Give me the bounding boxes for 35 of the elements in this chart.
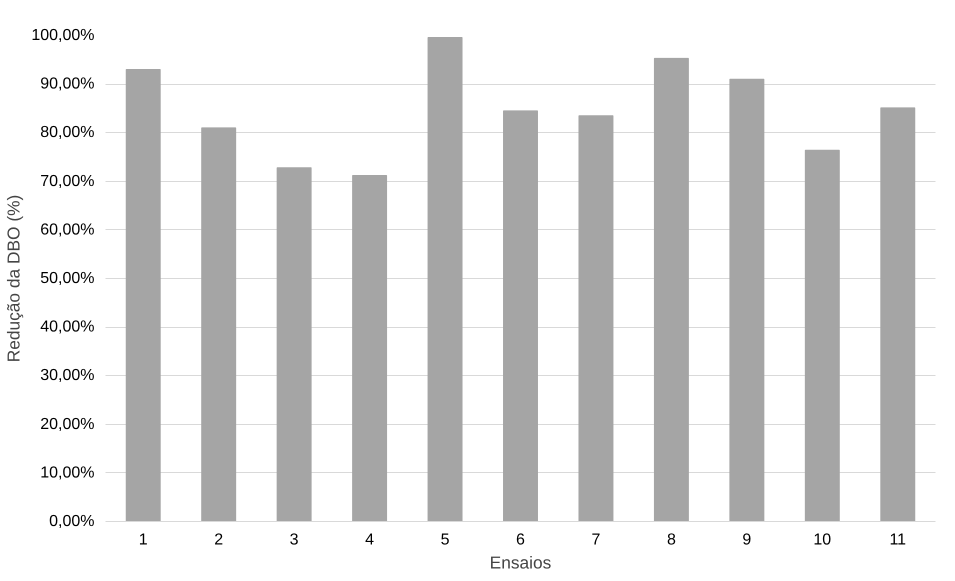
x-tick-label: 8	[666, 532, 676, 548]
bar	[804, 150, 840, 522]
x-tick-label: 7	[592, 532, 601, 548]
x-tick-label: 10	[813, 532, 832, 548]
bar	[126, 69, 161, 522]
bar	[654, 58, 689, 522]
x-tick-label: 2	[214, 532, 224, 548]
y-tick-label: 20,00%	[40, 416, 94, 433]
bar	[352, 174, 388, 522]
y-tick-label: 90,00%	[40, 76, 94, 93]
y-axis-title: Redução da DBO (%)	[3, 194, 24, 362]
x-tick-label: 1	[138, 532, 148, 548]
y-tick-label: 10,00%	[40, 464, 94, 482]
x-tick-label: 5	[440, 532, 450, 548]
bar	[503, 110, 538, 522]
bar	[276, 167, 312, 522]
x-tick-label: 11	[889, 532, 906, 548]
x-axis-title: Ensaios	[490, 552, 552, 572]
y-tick-label: 40,00%	[40, 318, 94, 336]
bar	[729, 78, 764, 522]
y-tick-label: 80,00%	[40, 124, 94, 142]
y-tick-label: 70,00%	[40, 172, 94, 190]
x-tick-label: 3	[290, 532, 299, 548]
bar	[880, 107, 916, 522]
bar	[428, 36, 463, 522]
y-tick-label: 50,00%	[40, 270, 94, 287]
x-tick-label: 6	[516, 532, 526, 548]
y-tick-label: 0,00%	[49, 513, 95, 530]
bar	[201, 127, 236, 522]
y-tick-label: 100,00%	[31, 27, 95, 44]
y-tick-label: 60,00%	[40, 221, 94, 238]
x-tick-label: 4	[365, 532, 374, 548]
bar	[578, 115, 614, 522]
x-tick-label: 9	[742, 532, 752, 548]
y-tick-label: 30,00%	[40, 367, 94, 384]
